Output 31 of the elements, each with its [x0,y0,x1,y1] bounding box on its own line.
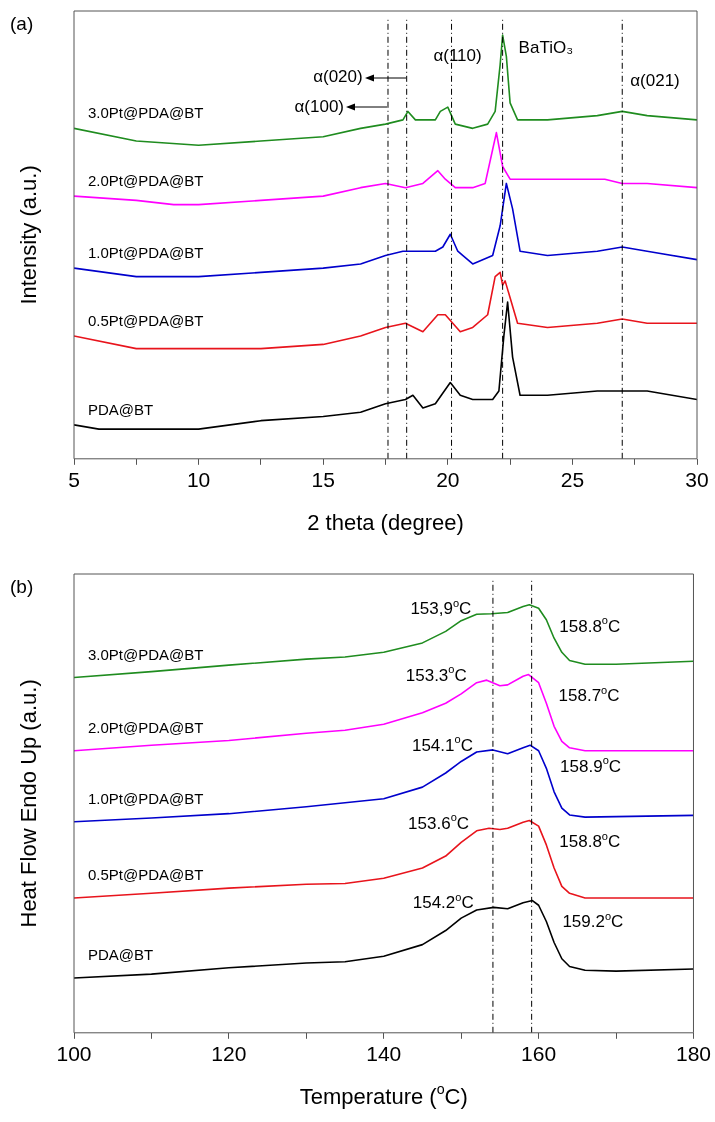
y-axis-title: Heat Flow Endo Up (a.u.) [16,679,42,928]
x-tick-label: 180 [675,1042,711,1066]
series-label: 0.5Pt@PDA@BT [88,312,204,330]
x-tick-label: 140 [366,1042,402,1066]
series-label: 2.0Pt@PDA@BT [88,718,204,736]
x-tick-label: 5 [68,468,80,492]
series-label: 1.0Pt@PDA@BT [88,789,204,807]
x-tick-label: 25 [560,468,585,492]
series-label: 0.5Pt@PDA@BT [88,866,204,884]
x-tick-label: 10 [186,468,211,492]
x-tick-label: 160 [521,1042,557,1066]
x-tick-label: 15 [311,468,335,492]
x-tick-label: 20 [436,468,460,492]
series-label: PDA@BT [88,946,154,964]
series-label: 1.0Pt@PDA@BT [88,244,204,262]
y-axis-title: Intensity (a.u.) [16,165,42,305]
series-label: 3.0Pt@PDA@BT [88,104,204,122]
annotation: α(020) [313,67,363,87]
x-tick-label: 120 [211,1042,247,1066]
series-label: PDA@BT [88,401,154,419]
x-axis-title: 2 theta (degree) [307,509,464,535]
annotation: α(021) [630,71,680,91]
series-label: 2.0Pt@PDA@BT [88,172,204,190]
annotation: BaTiO₃ [518,37,574,57]
x-tick-label: 100 [56,1042,92,1066]
x-tick-label: 30 [685,468,709,492]
chart-title: (b) [10,576,34,598]
series-label: 3.0Pt@PDA@BT [88,645,204,663]
chart-title: (a) [10,13,34,35]
annotation: α(110) [433,46,482,66]
annotation: α(100) [294,96,344,116]
